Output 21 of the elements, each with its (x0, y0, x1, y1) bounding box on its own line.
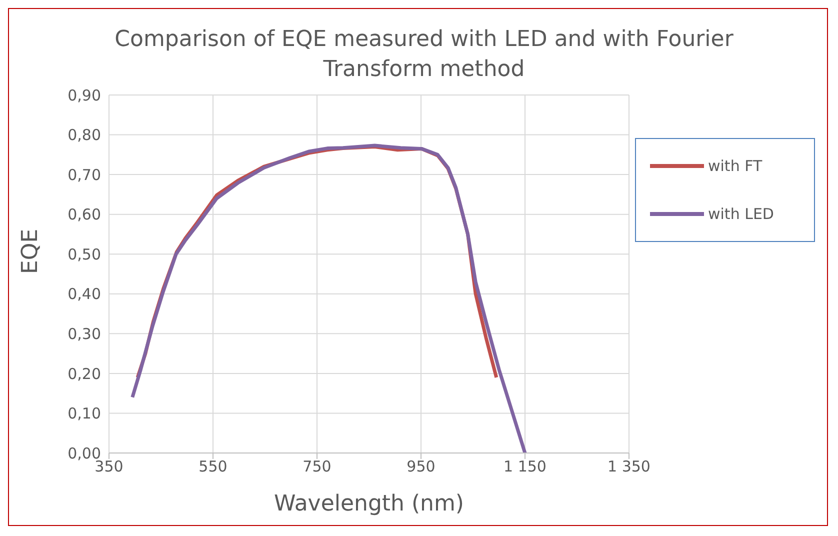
x-tick-label: 1 350 (608, 458, 650, 476)
x-tick-label: 350 (94, 458, 124, 476)
y-axis-title: EQE (18, 228, 43, 274)
x-tick-label: 550 (198, 458, 228, 476)
x-tick-label: 1 150 (504, 458, 546, 476)
chart-title: Comparison of EQE measured with LED and with Fourier Transform method (114, 26, 734, 84)
y-tick-label: 0,10 (68, 404, 101, 423)
y-tick-label: 0,70 (68, 166, 101, 184)
y-tick-label: 0,50 (68, 245, 101, 264)
y-tick-label: 0,30 (68, 324, 101, 343)
line-series (130, 144, 527, 453)
x-tick-label: 950 (406, 458, 436, 476)
y-tick-label: 0,90 (68, 86, 101, 104)
legend-label: with FT (708, 157, 762, 175)
y-tick-label: 0,40 (68, 285, 101, 304)
y-tick-label: 0,80 (68, 126, 101, 144)
legend-label: with LED (708, 205, 774, 223)
y-tick-label: 0,20 (68, 364, 101, 383)
x-axis-title: Wavelength (nm) (274, 492, 464, 517)
x-tick-label: 750 (302, 458, 332, 476)
y-tick-label: 0,60 (68, 206, 101, 224)
